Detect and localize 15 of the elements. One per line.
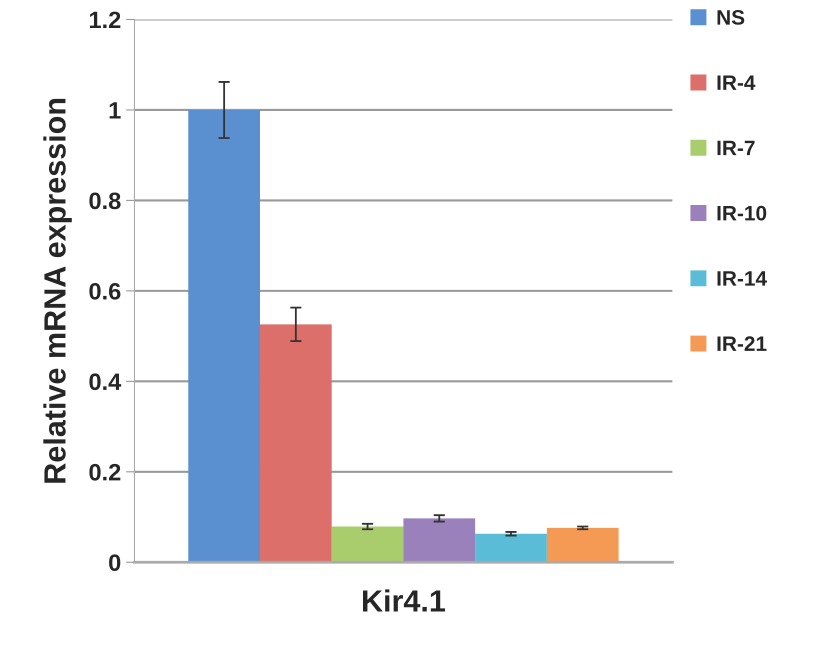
y-tick-label: 0.8 [89, 192, 121, 210]
y-tick-label: 1 [110, 102, 121, 119]
y-tick-label: 0.4 [89, 373, 122, 390]
legend-label: IR-10 [718, 206, 766, 221]
legend-label: IR-4 [718, 76, 756, 90]
y-tick-label: 0.6 [89, 282, 120, 300]
y-tick-label: 0 [109, 554, 120, 572]
x-axis-title: Kir4.1 [363, 589, 446, 612]
y-axis-title: Relative mRNA expression [43, 98, 72, 483]
legend-label: NS [718, 10, 744, 25]
legend-label: IR-7 [718, 140, 755, 156]
legend-label: IR-21 [718, 336, 766, 351]
legend-label: IR-14 [718, 271, 767, 286]
y-tick-label: 0.2 [89, 464, 120, 481]
y-tick-label: 1.2 [90, 12, 120, 28]
